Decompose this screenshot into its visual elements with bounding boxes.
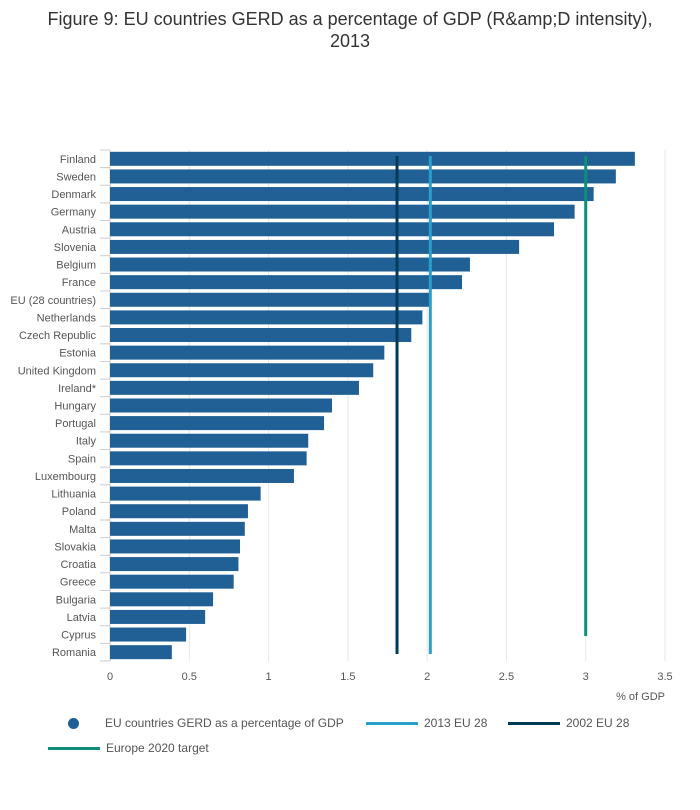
bar: [110, 451, 307, 466]
x-tick-label: 0.5: [182, 671, 197, 683]
bar: [110, 592, 214, 607]
category-label: Sweden: [56, 171, 96, 183]
bar: [110, 486, 261, 501]
bar: [110, 645, 172, 660]
bar: [110, 222, 554, 237]
bar: [110, 380, 359, 395]
bar: [110, 187, 594, 202]
bar: [110, 468, 294, 483]
reference-lines: [395, 156, 588, 654]
x-tick-label: 2: [424, 671, 430, 683]
bar: [110, 151, 635, 166]
x-tick-label: 2.5: [499, 671, 514, 683]
bars: [110, 151, 635, 660]
category-label: Latvia: [67, 612, 97, 624]
x-tick-label: 1: [266, 671, 272, 683]
x-tick-label: 3.5: [657, 671, 672, 683]
category-label: France: [62, 277, 96, 289]
bar: [110, 292, 431, 307]
category-label: Malta: [69, 524, 97, 536]
bar: [110, 521, 245, 536]
bar: [110, 169, 616, 184]
bar: [110, 416, 325, 431]
category-label: Estonia: [59, 348, 97, 360]
category-label: Croatia: [61, 559, 97, 571]
category-label: Czech Republic: [19, 330, 97, 342]
bar: [110, 539, 241, 554]
category-label: Germany: [51, 207, 97, 219]
bar: [110, 557, 239, 572]
bar: [110, 398, 332, 413]
category-label: United Kingdom: [18, 365, 96, 377]
category-label: Netherlands: [37, 312, 97, 324]
bar: [110, 345, 385, 360]
bar: [110, 328, 412, 343]
bar: [110, 204, 575, 219]
bar: [110, 257, 470, 272]
bar: [110, 310, 423, 325]
category-label: Lithuania: [51, 489, 97, 501]
x-axis-label: % of GDP: [616, 691, 665, 703]
chart-title-line-2: 2013: [329, 31, 371, 51]
category-label: Greece: [60, 577, 96, 589]
category-label: Italy: [76, 436, 97, 448]
bar: [110, 627, 187, 642]
category-label: Denmark: [51, 189, 96, 201]
category-label: Hungary: [54, 400, 96, 412]
category-label: Spain: [68, 453, 96, 465]
category-label: Belgium: [56, 260, 96, 272]
category-label: Slovenia: [54, 242, 97, 254]
category-label: EU (28 countries): [10, 295, 96, 307]
category-label: Austria: [62, 224, 97, 236]
category-label: Luxembourg: [35, 471, 96, 483]
x-tick-label: 3: [583, 671, 589, 683]
bar: [110, 363, 374, 378]
bar: [110, 433, 309, 448]
category-label: Bulgaria: [56, 594, 97, 606]
bar: [110, 609, 206, 624]
chart-title-line-1: Figure 9: EU countries GERD as a percent…: [47, 9, 653, 29]
bar: [110, 239, 520, 254]
x-tick-labels: 0 0.5 1 1.5 2 2.5 3 3.5: [107, 671, 673, 683]
category-label: Poland: [62, 506, 96, 518]
category-label: Portugal: [55, 418, 96, 430]
category-labels: Finland Sweden Denmark Germany Austria Sloven…: [10, 154, 96, 659]
bar: [110, 504, 248, 519]
category-label: Cyprus: [61, 630, 96, 642]
chart-title: Figure 9: EU countries GERD as a percent…: [0, 8, 700, 52]
x-tick-label: 0: [107, 671, 113, 683]
category-label: Ireland*: [58, 383, 97, 395]
category-label: Romania: [52, 647, 97, 659]
category-label: Finland: [60, 154, 96, 166]
x-tick-label: 1.5: [340, 671, 355, 683]
bar: [110, 574, 234, 589]
category-label: Slovakia: [54, 541, 96, 553]
bar: [110, 275, 463, 290]
